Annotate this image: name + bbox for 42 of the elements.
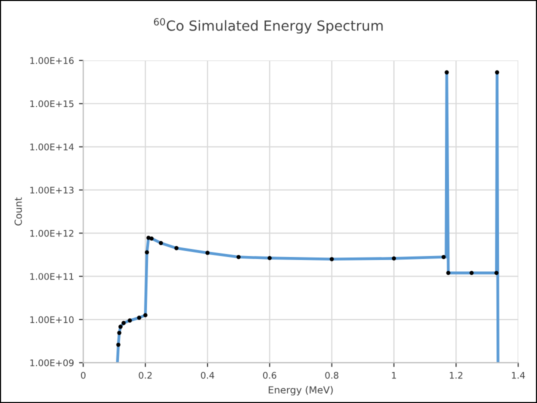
point [470, 270, 474, 276]
x-tick-label: 0.2 [138, 372, 152, 379]
x-axis-title: Energy (MeV) [268, 386, 333, 396]
point [137, 316, 142, 320]
point [444, 70, 449, 74]
point [446, 270, 450, 276]
x-tick-label: 0.8 [325, 372, 338, 379]
x-tick-label: 1.4 [512, 372, 525, 379]
point [128, 318, 132, 323]
point [392, 256, 396, 261]
y-tick-label: 1.00E+15 [30, 100, 74, 108]
point [118, 324, 123, 329]
x-tick-label: 0.4 [200, 372, 214, 379]
point [122, 320, 126, 326]
point [205, 250, 210, 255]
point [158, 240, 163, 246]
y-tick-label: 1.00E+10 [30, 316, 74, 324]
point [174, 246, 179, 250]
y-tick-label: 1.00E+12 [30, 230, 74, 237]
point [330, 257, 334, 262]
x-tick-label: 1 [392, 372, 396, 379]
y-axis-title: Count [14, 197, 22, 226]
x-tick-label: 0.6 [263, 372, 276, 379]
y-tick-label: 1.00E+09 [30, 359, 74, 366]
y-tick-label: 1.00E+14 [30, 144, 74, 150]
point [494, 270, 499, 276]
x-tick-label: 1.2 [450, 372, 462, 379]
y-tick-label: 1.00E+16 [30, 57, 74, 64]
point [494, 70, 500, 74]
point [146, 236, 151, 240]
point [144, 250, 150, 254]
point [143, 313, 148, 318]
point [150, 236, 154, 241]
point [116, 342, 120, 347]
y-tick-label: 1.00E+13 [30, 186, 74, 194]
point [117, 330, 122, 335]
y-tick-label: 1.00E+11 [30, 273, 74, 280]
point [236, 254, 241, 260]
chart-title: $^{60}$Co Simulated Energy Spectrum [154, 18, 383, 34]
x-tick-label: 0 [80, 372, 86, 379]
point [268, 256, 272, 260]
point [442, 254, 446, 260]
